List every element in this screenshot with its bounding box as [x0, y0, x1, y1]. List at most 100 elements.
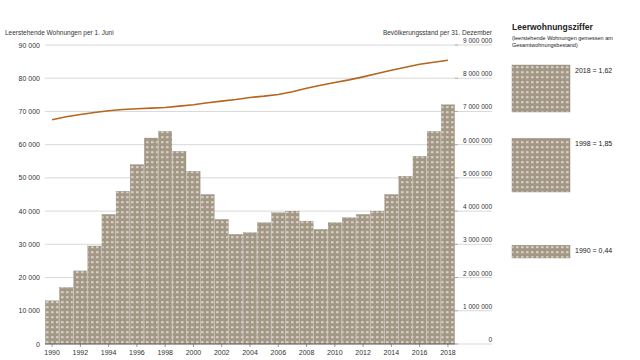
y2-tick: [455, 277, 458, 278]
y2-tick: [455, 211, 458, 212]
vacancy-label: 2018 = 1,62: [575, 67, 612, 74]
right-axis-header: Bevölkerungsstand per 31. Dezember: [383, 29, 493, 37]
bar: [144, 138, 157, 344]
bar: [130, 165, 143, 344]
bar: [45, 301, 58, 344]
y2-tick-label: 3 000 000: [463, 236, 492, 243]
y-tick-label: 70 000: [19, 108, 41, 115]
y2-tick-label: 5 000 000: [463, 170, 492, 177]
chart-canvas: 0 10 000 20 000 30 000 40 000 50 000 60 000 70 …: [0, 0, 640, 360]
x-tick: [52, 344, 53, 347]
bar: [215, 219, 228, 344]
x-tick: [250, 344, 251, 347]
grid-line: [45, 45, 492, 46]
y2-tick-label: 8 000 000: [463, 70, 492, 77]
bar: [399, 176, 412, 344]
x-tick-label: 2002: [214, 349, 230, 356]
bar: [187, 171, 200, 344]
x-tick: [363, 344, 364, 347]
x-tick-label: 2000: [186, 349, 202, 356]
bar: [286, 211, 299, 344]
y-tick-label: 10 000: [19, 307, 41, 314]
panel-title: Leerwohnungsziffer: [512, 22, 593, 32]
vacancy-label: 1998 = 1,85: [575, 140, 612, 147]
x-tick-label: 2008: [299, 349, 315, 356]
bar: [427, 131, 440, 344]
x-tick-label: 2018: [440, 349, 456, 356]
x-tick: [391, 344, 392, 347]
x-tick: [447, 344, 448, 347]
grid-line: [45, 144, 492, 145]
bar: [328, 223, 341, 344]
y2-tick-label: 2 000 000: [463, 270, 492, 277]
x-tick: [306, 344, 307, 347]
y2-tick-label: 7 000 000: [463, 103, 492, 110]
y-tick-label: 60 000: [19, 141, 41, 148]
y2-tick-label: 1 000 000: [463, 303, 492, 310]
x-tick: [80, 344, 81, 347]
y2-tick: [455, 45, 458, 46]
bar: [385, 195, 398, 345]
bar: [356, 214, 369, 344]
bar: [371, 211, 384, 344]
bar: [60, 288, 73, 344]
x-tick: [221, 344, 222, 347]
y-tick-label: 90 000: [19, 42, 41, 49]
x-tick-label: 1996: [129, 349, 145, 356]
panel-subtitle: (leerstehende Wohnungen gemessen am Gesa…: [512, 35, 634, 49]
vacancy-label: 1990 = 0,44: [575, 247, 612, 254]
left-axis-header: Leerstehende Wohnungen per 1. Juni: [5, 29, 114, 37]
y-tick-label: 80 000: [19, 75, 41, 82]
y2-tick: [455, 344, 458, 345]
x-tick: [108, 344, 109, 347]
y-tick-label: 0: [36, 341, 40, 348]
y-tick-label: 30 000: [19, 241, 41, 248]
bar: [314, 229, 327, 344]
x-tick-label: 1990: [44, 349, 60, 356]
x-tick: [136, 344, 137, 347]
x-tick-label: 2014: [384, 349, 400, 356]
bar: [159, 131, 172, 344]
bar: [257, 223, 270, 344]
y2-tick: [455, 310, 458, 311]
bar: [413, 156, 426, 344]
x-tick-label: 1998: [157, 349, 173, 356]
x-tick: [334, 344, 335, 347]
bar: [342, 218, 355, 344]
vacancy-building: [512, 245, 570, 258]
bar: [74, 271, 87, 344]
x-tick: [193, 344, 194, 347]
x-tick-label: 2012: [355, 349, 371, 356]
x-tick: [278, 344, 279, 347]
x-tick-label: 1994: [101, 349, 117, 356]
x-tick-label: 2004: [242, 349, 258, 356]
bar: [173, 151, 186, 344]
bar: [300, 221, 313, 344]
bar: [201, 195, 214, 345]
y-tick-label: 50 000: [19, 174, 41, 181]
x-tick: [165, 344, 166, 347]
bar: [229, 234, 242, 344]
y2-tick: [455, 111, 458, 112]
y2-tick-label: 0: [488, 336, 492, 343]
bar: [243, 233, 256, 344]
y2-tick-label: 6 000 000: [463, 137, 492, 144]
x-tick: [419, 344, 420, 347]
bar: [88, 246, 101, 344]
x-tick-label: 1992: [73, 349, 89, 356]
y-tick-label: 40 000: [19, 208, 41, 215]
y2-tick-label: 4 000 000: [463, 203, 492, 210]
grid-line: [45, 78, 492, 79]
y2-tick: [455, 244, 458, 245]
y2-tick: [455, 144, 458, 145]
x-tick-label: 2010: [327, 349, 343, 356]
bar: [116, 191, 129, 344]
bar: [441, 105, 454, 344]
x-tick-label: 2006: [270, 349, 286, 356]
bar: [102, 214, 115, 344]
bar: [272, 213, 285, 344]
vacancy-building: [512, 65, 570, 112]
x-tick-label: 2016: [412, 349, 428, 356]
y-tick-label: 20 000: [19, 274, 41, 281]
y2-tick: [455, 177, 458, 178]
